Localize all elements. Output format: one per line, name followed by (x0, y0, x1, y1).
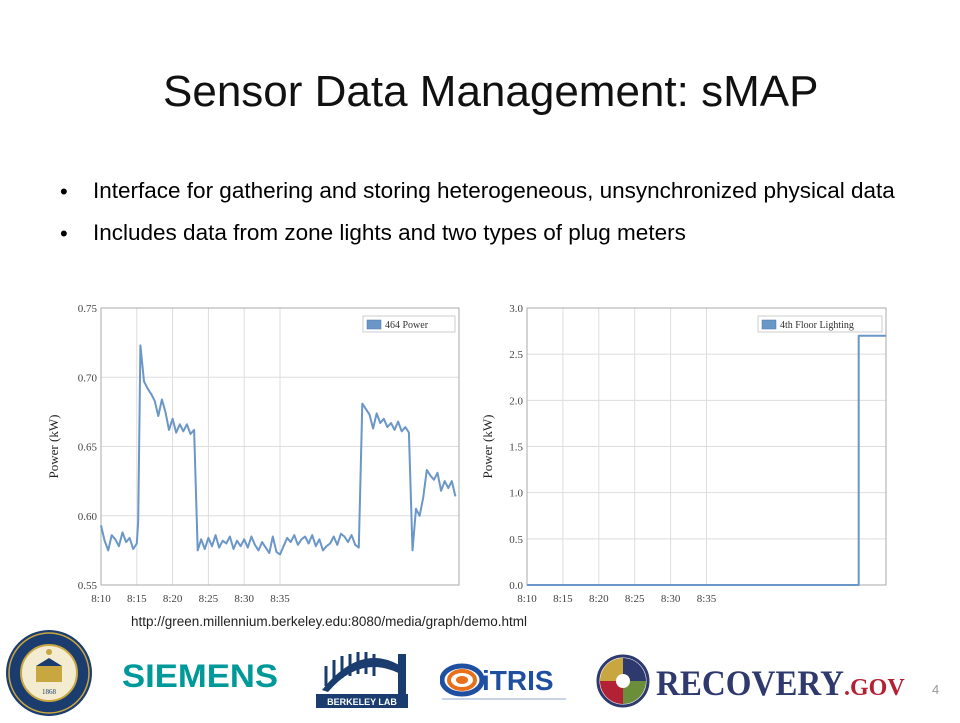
x-tick-label: 8:25 (199, 593, 219, 605)
siemens-icon: SIEMENS (122, 658, 278, 694)
chart-svg: 0.55 0.60 0.65 0.70 0.75 8:10 8:15 8:20 8:25 8:30… (46, 303, 460, 605)
siemens-wordmark: SIEMENS (122, 658, 278, 694)
legend-swatch (761, 319, 777, 330)
x-tick-label: 8:30 (661, 593, 681, 605)
y-tick-label: 1.0 (509, 488, 523, 500)
y-tick-label: 1.5 (509, 442, 523, 454)
legend-box (362, 315, 456, 333)
x-tick-label: 8:15 (553, 593, 573, 605)
berkeley-lab-icon: BERKELEY LAB (316, 652, 408, 708)
legend-label: 4th Floor Lighting (780, 320, 854, 331)
bullet-text: Interface for gathering and storing hete… (93, 178, 895, 203)
bullet-item: • Includes data from zone lights and two … (60, 217, 930, 248)
recovery-gov-icon: RECOVERY.GOV (596, 654, 905, 708)
y-tick-label: 2.5 (509, 349, 523, 361)
recovery-wordmark: RECOVERY.GOV (656, 663, 905, 703)
x-tick-label: 8:35 (697, 593, 717, 605)
x-tick-label: 8:30 (234, 593, 254, 605)
siemens-logo: SIEMENS (122, 654, 282, 694)
x-tick-label: 8:15 (127, 593, 147, 605)
y-tick-label: 3.0 (509, 303, 523, 315)
source-url: http://green.millennium.berkeley.edu:808… (131, 614, 527, 629)
bullet-list: • Interface for gathering and storing het… (60, 175, 930, 259)
x-tick-label: 8:35 (270, 593, 290, 605)
plot-frame (100, 307, 460, 586)
citris-wordmark: iTRIS (482, 665, 554, 696)
y-tick-label: 0.75 (78, 303, 98, 315)
y-tick-label: 0.0 (509, 580, 523, 592)
y-axis-label: Power (kW) (480, 415, 495, 479)
slide-title: Sensor Data Management: sMAP (163, 67, 819, 116)
bullet-text: Includes data from zone lights and two t… (93, 220, 686, 245)
x-tick-label: 8:25 (625, 593, 645, 605)
bullet-dot-icon: • (60, 221, 68, 246)
legend-swatch (366, 319, 382, 330)
citris-icon: iTRIS (439, 663, 566, 700)
berkeley-lab-wordmark: BERKELEY LAB (327, 697, 397, 707)
bullet-item: • Interface for gathering and storing het… (60, 175, 930, 206)
y-tick-label: 0.55 (78, 580, 98, 592)
y-axis-label: Power (kW) (46, 415, 61, 479)
series-line (527, 334, 886, 586)
y-tick-label: 0.5 (509, 534, 523, 546)
bullet-dot-icon: • (60, 179, 68, 204)
legend-label: 464 Power (385, 320, 429, 331)
y-tick-label: 0.65 (78, 442, 98, 454)
y-tick-label: 0.70 (78, 372, 98, 384)
page-number: 4 (932, 682, 940, 697)
recovery-gov-logo: RECOVERY.GOV (596, 654, 926, 710)
x-tick-label: 8:20 (163, 593, 183, 605)
y-tick-label: 0.60 (78, 511, 98, 523)
x-tick-label: 8:10 (91, 593, 111, 605)
uc-seal-year: 1868 (42, 688, 57, 696)
x-tick-label: 8:10 (517, 593, 537, 605)
citris-logo: iTRIS (439, 660, 570, 706)
power-chart-464: 0.55 0.60 0.65 0.70 0.75 8:10 8:15 8:20 8:25 8:30… (40, 298, 465, 608)
lighting-chart-4th-floor: 0.0 0.5 1.0 1.5 2.0 2.5 3.0 8:10 8:15 8:20 8:25 8:3… (478, 298, 918, 608)
series-line (100, 344, 457, 556)
chart-svg: 0.0 0.5 1.0 1.5 2.0 2.5 3.0 8:10 8:15 8:20 8:25 8:3… (480, 303, 887, 605)
legend-box (757, 315, 883, 333)
uc-seal-logo: 1868 (4, 628, 94, 718)
y-tick-label: 2.0 (509, 395, 523, 407)
x-tick-label: 8:20 (589, 593, 609, 605)
uc-seal-icon: 1868 (6, 630, 92, 716)
berkeley-lab-logo: BERKELEY LAB (312, 640, 412, 712)
